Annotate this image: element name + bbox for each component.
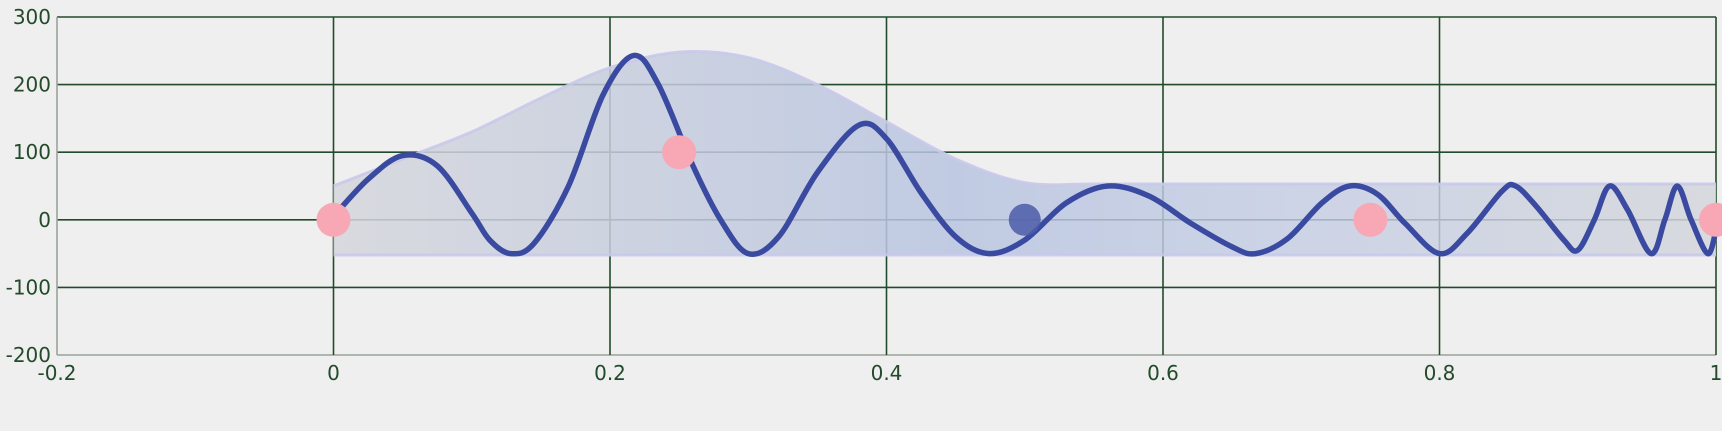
- series-layer: [330, 52, 1719, 257]
- data-point-pink: [316, 202, 351, 237]
- x-tick-label: 0.4: [871, 361, 903, 385]
- y-tick-label: 300: [13, 5, 51, 29]
- x-tick-label: 0.2: [594, 361, 626, 385]
- x-tick-label: 1: [1710, 361, 1722, 385]
- data-point-pink: [1353, 202, 1388, 237]
- y-tick-label: 200: [13, 73, 51, 97]
- y-tick-label: -200: [6, 343, 51, 367]
- y-tick-label: 0: [38, 208, 51, 232]
- series-line: [330, 52, 1719, 257]
- y-tick-label: 100: [13, 140, 51, 164]
- x-tick-label: 0.8: [1424, 361, 1456, 385]
- marker-layer: [316, 135, 1722, 237]
- data-point-blue: [1008, 203, 1041, 236]
- data-point-pink: [662, 135, 697, 170]
- band-upper-edge: [332, 50, 1716, 188]
- y-tick-label: -100: [6, 275, 51, 299]
- data-point-pink: [1699, 202, 1722, 237]
- x-tick-label: 0.6: [1147, 361, 1179, 385]
- x-tick-label: 0: [327, 361, 340, 385]
- x-tick-label: -0.2: [37, 361, 76, 385]
- label-layer: 300 200 100 0 -100 -200-0.2 0 0.2 0.4 0.6 0.8 1: [6, 5, 1722, 385]
